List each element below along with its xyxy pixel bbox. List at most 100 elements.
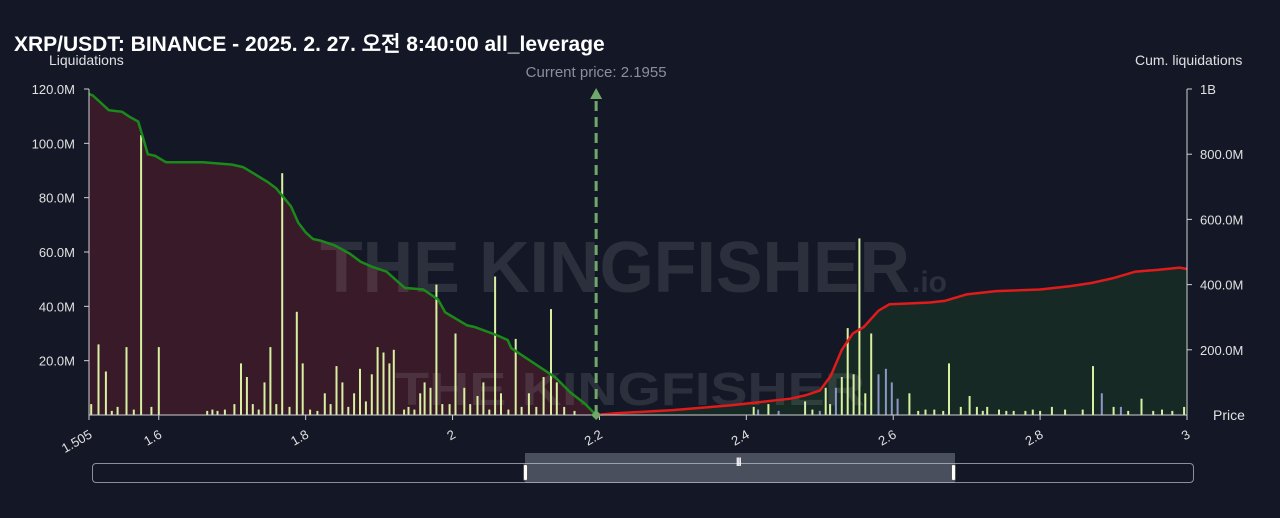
- liquidation-bar: [804, 401, 807, 415]
- liquidation-bar: [1183, 406, 1186, 415]
- liquidation-bar: [852, 374, 855, 416]
- liquidation-bar: [986, 406, 989, 415]
- x-tick-label: 3: [1179, 427, 1193, 444]
- liquidation-bar: [858, 238, 861, 415]
- liquidation-bar: [1064, 409, 1067, 415]
- y-right-tick-label: 600.0M: [1200, 212, 1243, 227]
- liquidation-bar: [514, 338, 517, 415]
- liquidation-bar: [423, 382, 426, 415]
- liquidation-bar: [407, 406, 410, 415]
- liquidation-bar: [968, 396, 971, 415]
- liquidation-bar: [1092, 366, 1094, 415]
- current-price-marker: [591, 410, 602, 420]
- liquidation-bar: [454, 333, 457, 415]
- liquidation-bar: [500, 393, 502, 415]
- liquidation-bar: [1171, 410, 1174, 415]
- left-axis-title: Liquidations: [49, 52, 124, 68]
- y-right-tick-label: 800.0M: [1200, 147, 1243, 162]
- short-cum-area: [89, 93, 597, 416]
- liquidation-bar: [403, 409, 406, 415]
- range-slider-left-handle[interactable]: [523, 464, 528, 481]
- liquidation-bar: [376, 347, 379, 415]
- liquidation-bar: [359, 368, 361, 415]
- liquidation-bar: [288, 406, 291, 415]
- liquidation-bar: [846, 328, 849, 415]
- liquidation-bar: [890, 382, 893, 415]
- liquidation-bar: [125, 347, 128, 415]
- y-right-tick-label: 400.0M: [1200, 278, 1243, 293]
- watermark-secondary: THE KINGFISHER: [395, 363, 865, 415]
- liquidation-bar: [364, 401, 367, 415]
- liquidation-bar: [116, 406, 119, 415]
- grip-icon[interactable]: |||: [736, 456, 741, 466]
- x-axis-title: Price: [1213, 407, 1245, 423]
- liquidation-bar: [329, 404, 332, 415]
- liquidation-bar: [1039, 410, 1042, 415]
- liquidation-bar: [864, 393, 867, 415]
- range-slider-selection[interactable]: [525, 453, 955, 483]
- liquidation-bar: [295, 311, 298, 415]
- liquidation-bar: [757, 409, 760, 415]
- liquidation-bar: [448, 404, 451, 415]
- liquidation-bar: [110, 410, 113, 415]
- liquidation-bar: [353, 393, 356, 415]
- liquidation-bar: [933, 409, 936, 415]
- liquidation-bar: [563, 406, 566, 415]
- liquidation-bar: [917, 410, 920, 415]
- liquidation-bar: [1161, 409, 1163, 415]
- liquidation-bar: [281, 173, 284, 415]
- range-slider-track[interactable]: [92, 463, 1194, 483]
- liquidation-bar: [767, 404, 770, 415]
- long-cum-line: [595, 266, 1188, 417]
- liquidation-bar: [527, 393, 530, 415]
- watermark-main: THE KINGFISHER: [320, 228, 910, 308]
- liquidation-bar: [463, 387, 466, 415]
- liquidation-bar: [942, 410, 945, 415]
- liquidation-bar: [811, 409, 814, 415]
- liquidation-bar: [555, 382, 558, 415]
- liquidation-bar: [97, 344, 100, 415]
- liquidation-bar: [824, 387, 827, 415]
- liquidation-bar: [877, 374, 880, 416]
- liquidation-bar: [998, 409, 1000, 415]
- liquidation-bar: [981, 410, 984, 415]
- y-right-tick-label: 1B: [1200, 82, 1216, 97]
- x-tick-label: 2.8: [1022, 427, 1045, 449]
- current-price-label: Current price: 2.1955: [526, 64, 667, 81]
- x-tick-label: 1.505: [59, 427, 95, 456]
- long-cum-area: [596, 267, 1187, 415]
- chart-title: XRP/USDT: BINANCE - 2025. 2. 27. 오전 8:40…: [14, 33, 605, 56]
- liquidation-bar: [1127, 410, 1130, 415]
- liquidation-bar: [382, 352, 385, 415]
- liquidation-bar: [870, 333, 873, 415]
- range-slider-right-handle[interactable]: [951, 464, 956, 481]
- x-tick-label: 2.2: [582, 427, 605, 449]
- liquidation-bar: [435, 284, 438, 415]
- short-cum-line: [88, 92, 597, 416]
- liquidation-bar: [323, 393, 326, 415]
- liquidation-bar: [1005, 410, 1008, 415]
- liquidation-bar: [335, 366, 338, 415]
- liquidation-bar: [392, 349, 395, 415]
- liquidation-bar: [884, 368, 887, 415]
- liquidation-bar: [429, 387, 432, 415]
- liquidation-bar: [140, 135, 143, 415]
- x-tick-label: 2.4: [729, 427, 752, 449]
- liquidation-bar: [388, 363, 391, 415]
- liquidation-bar: [1140, 398, 1143, 415]
- liquidation-bar: [469, 404, 472, 415]
- right-axis-title: Cum. liquidations: [1135, 52, 1243, 68]
- liquidation-bar: [507, 409, 510, 415]
- liquidation-bar: [1081, 409, 1084, 415]
- liquidation-bar: [1012, 410, 1015, 415]
- liquidation-bar: [216, 410, 219, 415]
- liquidation-bar: [223, 409, 226, 415]
- liquidation-bar: [309, 409, 312, 415]
- y-left-tick-label: 80.0M: [39, 191, 75, 206]
- liquidation-bar: [550, 309, 552, 415]
- y-left-tick-label: 60.0M: [39, 245, 75, 260]
- liquidation-bar: [1050, 406, 1053, 415]
- y-left-tick-label: 40.0M: [39, 299, 75, 314]
- x-tick-label: 1.6: [141, 427, 164, 449]
